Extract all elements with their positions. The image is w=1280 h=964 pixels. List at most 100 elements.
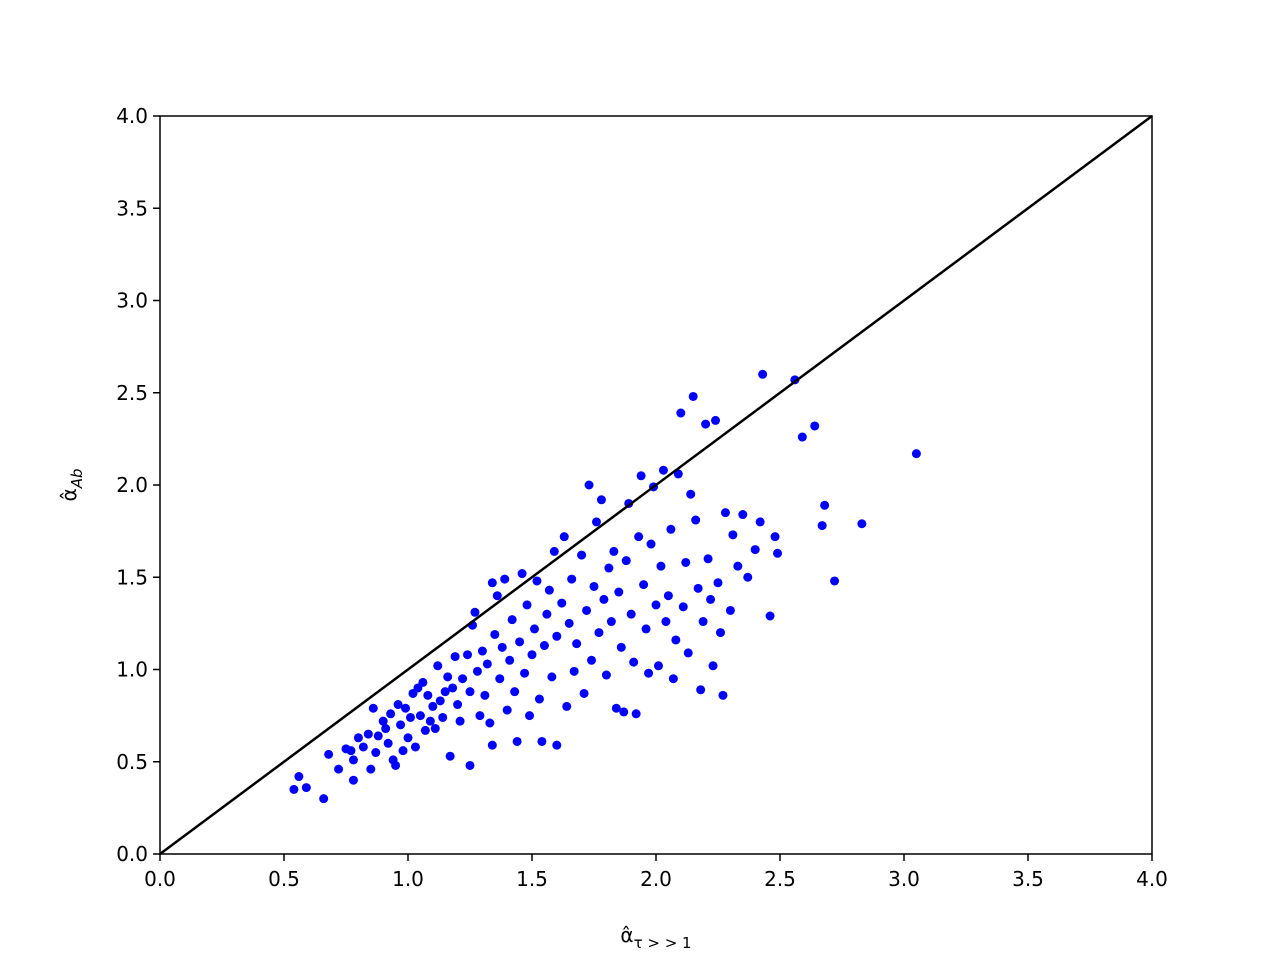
- point: [492, 591, 502, 601]
- point: [490, 629, 500, 639]
- point: [658, 465, 668, 475]
- x-tick-label: 0.0: [144, 867, 176, 891]
- point: [743, 572, 753, 582]
- point: [465, 687, 475, 697]
- point: [542, 609, 552, 619]
- point: [668, 674, 678, 684]
- point: [522, 600, 532, 610]
- point: [430, 724, 440, 734]
- point: [631, 709, 641, 719]
- point: [629, 657, 639, 667]
- point: [482, 659, 492, 669]
- point: [636, 471, 646, 481]
- point: [520, 668, 530, 678]
- point: [626, 609, 636, 619]
- point: [348, 775, 358, 785]
- point: [758, 369, 768, 379]
- point: [289, 784, 299, 794]
- point: [911, 449, 921, 459]
- point: [485, 718, 495, 728]
- point: [552, 740, 562, 750]
- point: [487, 740, 497, 750]
- point: [661, 617, 671, 627]
- point: [688, 391, 698, 401]
- y-tick-label: 1.0: [116, 658, 148, 682]
- point: [708, 661, 718, 671]
- point: [589, 581, 599, 591]
- point: [405, 712, 415, 722]
- point: [755, 517, 765, 527]
- point: [609, 546, 619, 556]
- point: [415, 711, 425, 721]
- point: [713, 578, 723, 588]
- point: [606, 617, 616, 627]
- point: [817, 521, 827, 531]
- y-label-subscript: Ab: [68, 469, 86, 490]
- x-label-subscript: τ > > 1: [634, 934, 692, 952]
- point: [480, 690, 490, 700]
- reference-line: [159, 114, 1153, 856]
- point: [463, 650, 473, 660]
- point: [599, 594, 609, 604]
- point: [425, 716, 435, 726]
- point: [371, 748, 381, 758]
- x-tick-label: 0.5: [268, 867, 300, 891]
- point: [505, 655, 515, 665]
- point: [391, 760, 401, 770]
- point: [403, 733, 413, 743]
- point: [810, 421, 820, 431]
- x-tick-label: 1.5: [516, 867, 548, 891]
- point: [656, 561, 666, 571]
- point: [534, 694, 544, 704]
- point: [691, 515, 701, 525]
- point: [579, 688, 589, 698]
- point: [614, 587, 624, 597]
- x-tick-label: 2.5: [764, 867, 796, 891]
- point: [438, 712, 448, 722]
- x-axis-label: α̂τ > > 1: [620, 923, 691, 952]
- point: [334, 764, 344, 774]
- point: [639, 580, 649, 590]
- y-label-symbol: α̂: [57, 488, 81, 501]
- x-tick-label: 4.0: [1136, 867, 1168, 891]
- point: [698, 617, 708, 627]
- y-tick-label: 3.5: [116, 196, 148, 220]
- point: [348, 755, 358, 765]
- point: [507, 615, 517, 625]
- y-tick-label: 0.5: [116, 750, 148, 774]
- point: [423, 690, 433, 700]
- point: [557, 598, 567, 608]
- point: [527, 650, 537, 660]
- point: [733, 561, 743, 571]
- point: [728, 530, 738, 540]
- point: [653, 661, 663, 671]
- point: [572, 639, 582, 649]
- point: [552, 631, 562, 641]
- point: [544, 585, 554, 595]
- point: [718, 690, 728, 700]
- point: [410, 742, 420, 752]
- point: [532, 576, 542, 586]
- point: [797, 432, 807, 442]
- point: [472, 666, 482, 676]
- point: [383, 738, 393, 748]
- y-tick-label: 2.5: [116, 381, 148, 405]
- plot-frame: [159, 115, 1153, 855]
- point: [529, 624, 539, 634]
- y-tick-label: 1.5: [116, 565, 148, 589]
- y-tick-label: 4.0: [116, 104, 148, 128]
- point: [562, 701, 572, 711]
- point: [445, 751, 455, 761]
- point: [301, 783, 311, 793]
- point: [428, 701, 438, 711]
- point: [418, 677, 428, 687]
- y-axis-label: α̂Ab: [57, 469, 86, 502]
- point: [547, 672, 557, 682]
- x-tick-label: 2.0: [640, 867, 672, 891]
- point: [497, 642, 507, 652]
- point: [678, 602, 688, 612]
- point: [453, 700, 463, 710]
- x-tick-label: 1.0: [392, 867, 424, 891]
- y-tick-label: 2.0: [116, 473, 148, 497]
- point: [396, 720, 406, 730]
